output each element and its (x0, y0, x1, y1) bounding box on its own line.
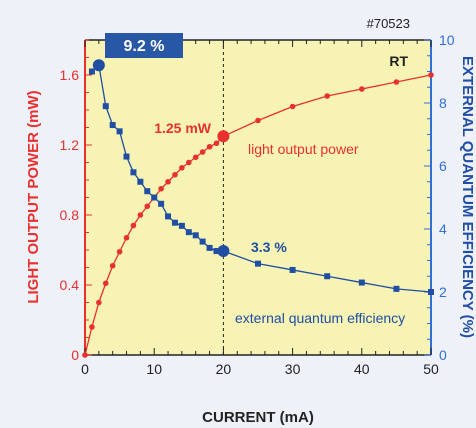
peak-efficiency-label: 9.2 % (124, 38, 165, 55)
efficiency-data-point (206, 244, 213, 251)
y-left-tick-label: 1.2 (60, 137, 80, 153)
power-data-point (130, 222, 137, 229)
efficiency-data-point (428, 289, 434, 295)
y-left-tick-label: 1.6 (60, 67, 80, 83)
x-tick-label: 20 (216, 361, 232, 377)
efficiency-data-point (144, 188, 151, 195)
power-data-point (199, 149, 206, 155)
power-data-point (144, 203, 151, 210)
efficiency-data-point (116, 128, 123, 135)
power-data-point (213, 140, 220, 147)
y-right-tick-label: 10 (439, 32, 455, 48)
power-series-label: light output power (248, 141, 359, 157)
efficiency-data-point (178, 222, 185, 229)
power-data-point (206, 143, 213, 150)
efficiency-at-20ma-label: 3.3 % (251, 239, 287, 255)
power-highlight-point (217, 130, 230, 143)
y-right-tick-label: 6 (439, 158, 447, 174)
power-data-point (116, 248, 123, 255)
x-tick-label: 50 (423, 361, 439, 377)
efficiency-highlight-point (92, 59, 105, 72)
efficiency-highlight-point (217, 245, 230, 258)
y-right-tick-label: 4 (439, 221, 447, 237)
efficiency-data-point (289, 266, 296, 273)
efficiency-data-point (324, 273, 331, 280)
power-data-point (324, 93, 331, 99)
series-layer (82, 59, 434, 358)
efficiency-data-point (165, 213, 172, 220)
y-right-axis-label: EXTERNAL QUANTUM EFFICIENCY (%) (459, 56, 476, 338)
x-tick-label: 30 (285, 361, 301, 377)
efficiency-data-point (199, 238, 206, 245)
efficiency-data-point (123, 153, 130, 160)
efficiency-data-point (213, 248, 220, 255)
power-data-point (172, 171, 178, 178)
y-left-tick-label: 0 (71, 347, 79, 363)
x-tick-label: 0 (81, 361, 89, 377)
power-data-point (137, 212, 144, 218)
power-data-point (89, 324, 95, 330)
efficiency-data-point (171, 219, 178, 226)
x-tick-label: 10 (146, 361, 162, 377)
efficiency-data-point (151, 194, 158, 201)
power-data-point (428, 72, 434, 78)
power-data-point (96, 299, 102, 306)
power-data-point (393, 79, 400, 85)
condition-label: RT (389, 53, 408, 69)
efficiency-series-line (91, 63, 432, 293)
efficiency-data-point (185, 229, 192, 236)
peak-efficiency-badge (105, 33, 183, 58)
x-tick-label: 40 (354, 361, 370, 377)
sample-id: #70523 (367, 16, 410, 31)
efficiency-data-point (158, 200, 165, 207)
y-left-tick-label: 0.8 (60, 207, 80, 223)
efficiency-data-point (192, 232, 199, 239)
y-right-tick-label: 2 (439, 284, 447, 300)
plot-area (85, 40, 431, 355)
power-at-20ma-label: 1.25 mW (154, 120, 212, 136)
efficiency-data-point (137, 178, 144, 185)
power-data-point (179, 164, 185, 171)
efficiency-data-point (109, 122, 116, 129)
efficiency-data-point (358, 279, 365, 286)
power-data-point (289, 103, 296, 110)
efficiency-data-point (393, 285, 400, 292)
power-data-point (123, 234, 130, 241)
power-data-point (158, 185, 164, 192)
power-data-point (82, 352, 88, 358)
efficiency-series-label: external quantum efficiency (235, 310, 405, 326)
y-right-tick-label: 0 (439, 347, 447, 363)
efficiency-data-point (88, 68, 95, 75)
efficiency-data-point (102, 103, 109, 110)
power-data-point (359, 86, 365, 92)
y-left-axis-label: LIGHT OUTPUT POWER (mW) (25, 90, 42, 303)
power-data-point (255, 117, 261, 124)
power-data-point (186, 159, 192, 166)
power-data-point (165, 178, 171, 185)
power-data-point (102, 280, 109, 287)
efficiency-data-point (255, 260, 261, 267)
efficiency-data-point (130, 169, 137, 176)
y-right-tick-label: 8 (439, 95, 447, 111)
power-data-point (192, 154, 199, 161)
y-left-tick-label: 0.4 (60, 277, 80, 293)
power-data-point (109, 262, 116, 269)
x-axis-label: CURRENT (mA) (202, 409, 314, 426)
